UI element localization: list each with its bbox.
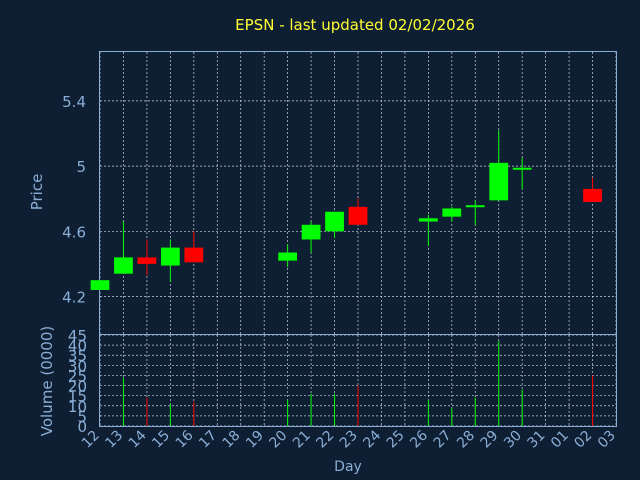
x-tick-label: 18 bbox=[220, 428, 244, 452]
x-tick-label: 27 bbox=[431, 428, 455, 452]
candle-body bbox=[489, 162, 509, 201]
candles bbox=[90, 130, 602, 290]
volume-tick-label: 0 bbox=[77, 418, 87, 436]
x-tick-label: 20 bbox=[267, 428, 291, 452]
candle-body bbox=[465, 205, 485, 208]
candle-body bbox=[418, 218, 438, 222]
x-tick-label: 31 bbox=[525, 428, 549, 452]
volume-panel-frame bbox=[99, 334, 617, 427]
x-tick-label: 21 bbox=[290, 428, 314, 452]
price-tick-label: 5.4 bbox=[62, 93, 86, 111]
volume-tick-label: 35 bbox=[68, 347, 87, 365]
candle-body bbox=[442, 208, 462, 217]
x-tick-label: 29 bbox=[478, 428, 502, 452]
volume-tick-label: 30 bbox=[68, 357, 87, 375]
candle-body bbox=[114, 257, 133, 274]
candle-body bbox=[348, 206, 368, 225]
x-tick-label: 22 bbox=[313, 428, 337, 452]
x-tick-label: 03 bbox=[595, 428, 619, 452]
price-tick-label: 4.2 bbox=[62, 289, 86, 307]
x-tick-label: 13 bbox=[102, 428, 126, 452]
price-axis-label: Price bbox=[28, 174, 46, 211]
candle-body bbox=[160, 247, 180, 266]
candle-body bbox=[278, 252, 298, 261]
x-tick-label: 16 bbox=[173, 427, 197, 451]
candle-body bbox=[325, 211, 344, 232]
price-grid bbox=[99, 52, 617, 334]
x-tick-label: 30 bbox=[501, 428, 525, 452]
x-axis-label: Day bbox=[334, 459, 362, 475]
volume-tick-label: 45 bbox=[68, 327, 87, 345]
chart-title: EPSN - last updated 02/02/2026 bbox=[235, 16, 475, 34]
volume-tick-label: 15 bbox=[68, 388, 87, 406]
volume-tick-label: 40 bbox=[68, 337, 87, 355]
x-tick-label: 26 bbox=[407, 427, 431, 451]
candle-body bbox=[90, 280, 110, 290]
price-axis: 4.2 4.6 5 5.4 bbox=[62, 93, 86, 307]
x-tick-label: 17 bbox=[196, 428, 220, 452]
candle-body bbox=[301, 224, 321, 240]
volume-axis-label: Volume (0000) bbox=[38, 326, 56, 436]
volume-bars bbox=[122, 341, 594, 426]
x-tick-label: 15 bbox=[149, 428, 173, 452]
volume-tick-label: 25 bbox=[68, 367, 87, 385]
x-tick-label: 02 bbox=[571, 428, 595, 452]
candle-body bbox=[137, 257, 157, 264]
volume-tick-label: 20 bbox=[68, 378, 87, 396]
x-axis: 12 13 14 15 16 17 18 19 20 21 22 23 24 25 26 27 28 29 30 31… bbox=[79, 427, 619, 451]
price-tick-label: 4.6 bbox=[62, 223, 86, 241]
x-tick-label: 23 bbox=[337, 428, 361, 452]
candle-body bbox=[512, 167, 532, 170]
x-tick-label: 19 bbox=[243, 428, 267, 452]
x-tick-label: 28 bbox=[454, 428, 478, 452]
candle-body bbox=[184, 247, 204, 263]
price-tick-label: 5 bbox=[76, 158, 86, 176]
x-tick-label: 01 bbox=[548, 428, 572, 452]
x-tick-label: 24 bbox=[360, 427, 384, 451]
volume-tick-label: 5 bbox=[77, 408, 87, 426]
candle-body bbox=[583, 188, 602, 202]
x-tick-label: 14 bbox=[126, 427, 150, 451]
x-tick-label: 25 bbox=[384, 428, 408, 452]
volume-tick-label: 10 bbox=[68, 398, 87, 416]
